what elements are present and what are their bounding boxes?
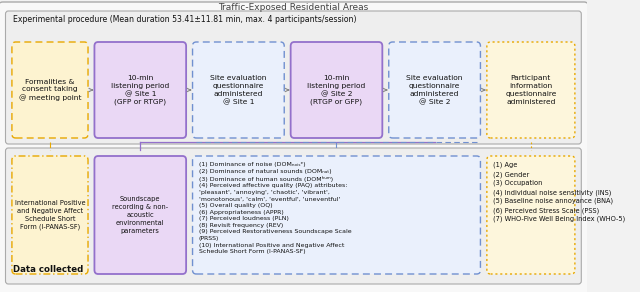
Text: Traffic-Exposed Residential Areas: Traffic-Exposed Residential Areas — [218, 3, 369, 12]
Text: Experimental procedure (Mean duration 53.41±11.81 min, max. 4 participants/sessi: Experimental procedure (Mean duration 53… — [13, 15, 356, 24]
FancyBboxPatch shape — [193, 156, 481, 274]
Text: (1) Dominance of noise (DOMₙₒᵢₛᵉ)
(2) Dominance of natural sounds (DOMₙₐₜ)
(3) D: (1) Dominance of noise (DOMₙₒᵢₛᵉ) (2) Do… — [199, 162, 351, 254]
FancyBboxPatch shape — [6, 11, 581, 144]
FancyBboxPatch shape — [12, 42, 88, 138]
FancyBboxPatch shape — [0, 2, 589, 292]
Text: Formalities &
consent taking
@ meeting point: Formalities & consent taking @ meeting p… — [19, 79, 81, 101]
Text: 10-min
listening period
@ Site 2
(RTGP or GFP): 10-min listening period @ Site 2 (RTGP o… — [307, 75, 365, 105]
FancyBboxPatch shape — [95, 42, 186, 138]
Text: Site evaluation
questionnaire
administered
@ Site 2: Site evaluation questionnaire administer… — [406, 75, 463, 105]
Text: Participant
information
questionnaire
administered: Participant information questionnaire ad… — [505, 75, 557, 105]
FancyBboxPatch shape — [388, 42, 481, 138]
FancyBboxPatch shape — [6, 148, 581, 284]
FancyBboxPatch shape — [291, 42, 382, 138]
Text: Soundscape
recording & non-
acoustic
environmental
parameters: Soundscape recording & non- acoustic env… — [112, 197, 168, 234]
FancyBboxPatch shape — [487, 156, 575, 274]
Text: (1) Age
(2) Gender
(3) Occupation
(4) Individual noise sensitivity (INS)
(5) Bas: (1) Age (2) Gender (3) Occupation (4) In… — [493, 162, 625, 223]
FancyBboxPatch shape — [487, 42, 575, 138]
FancyBboxPatch shape — [12, 156, 88, 274]
FancyBboxPatch shape — [95, 156, 186, 274]
Text: Site evaluation
questionnaire
administered
@ Site 1: Site evaluation questionnaire administer… — [210, 75, 267, 105]
Text: International Positive
and Negative Affect
Schedule Short
Form (I-PANAS-SF): International Positive and Negative Affe… — [15, 200, 85, 230]
FancyBboxPatch shape — [193, 42, 284, 138]
Text: 10-min
listening period
@ Site 1
(GFP or RTGP): 10-min listening period @ Site 1 (GFP or… — [111, 75, 170, 105]
Text: Data collected: Data collected — [13, 265, 83, 274]
